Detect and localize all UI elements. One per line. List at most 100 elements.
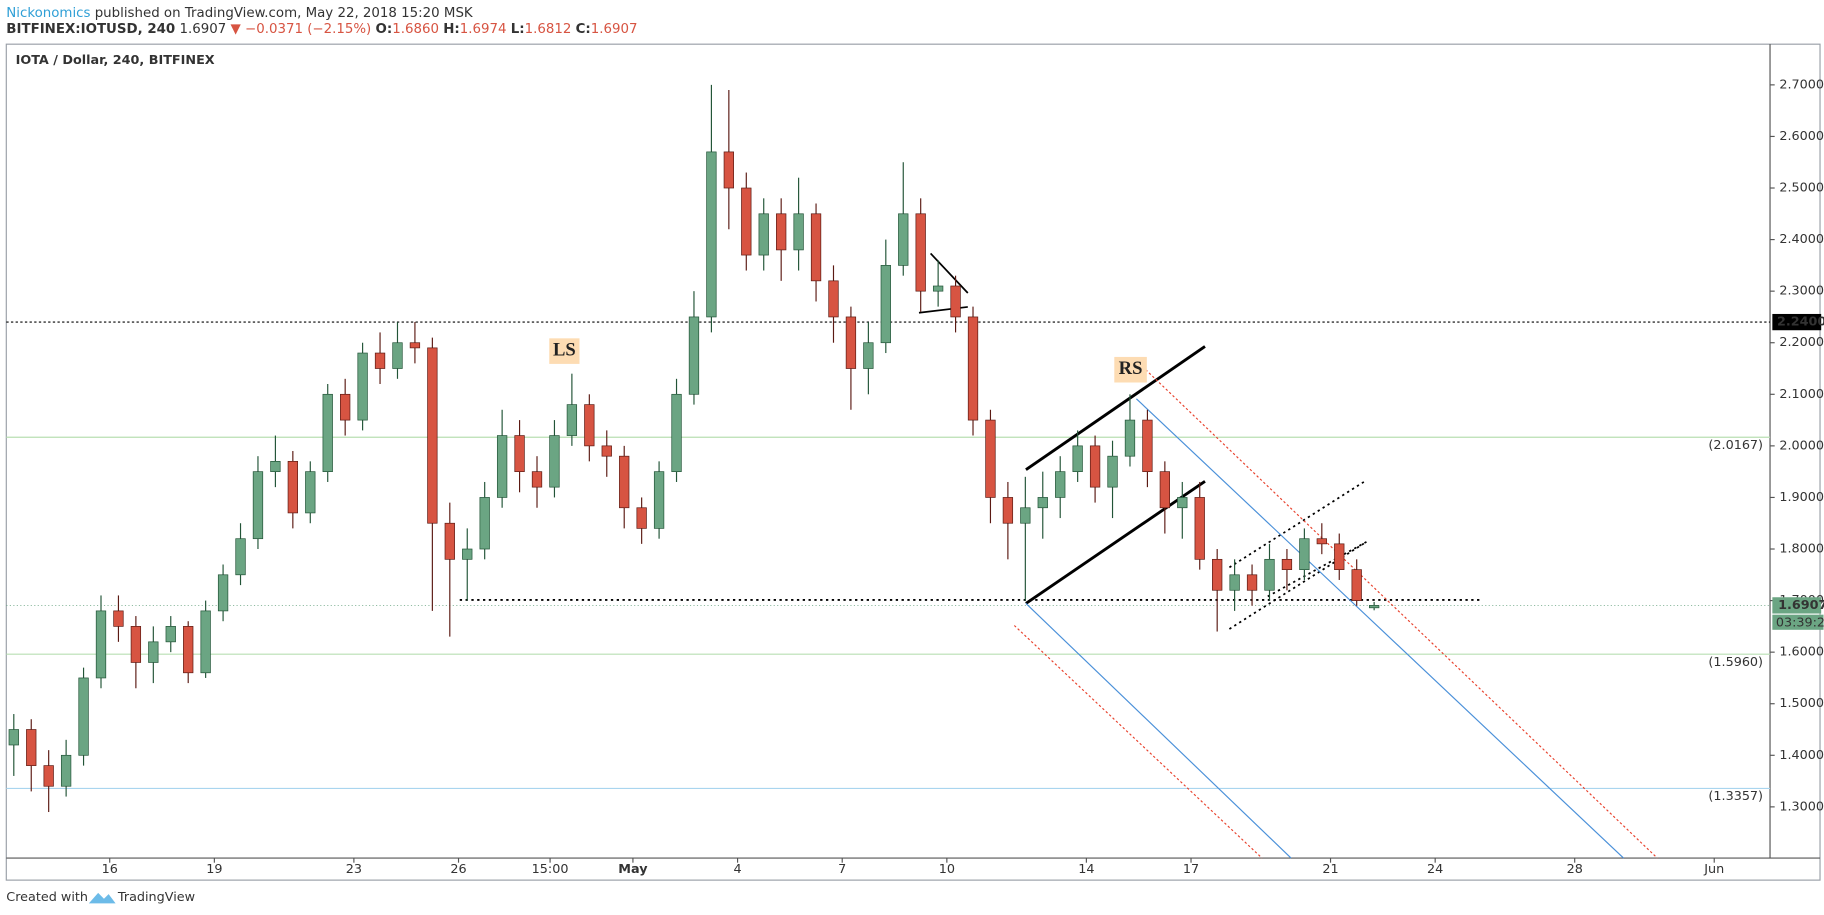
candle-body	[392, 342, 403, 369]
candle-body	[165, 626, 176, 643]
candle-body	[1055, 471, 1066, 498]
candle-body	[1264, 558, 1275, 591]
y-tick-label: 2.3000	[1779, 284, 1824, 299]
channel-line	[1025, 480, 1206, 605]
candle-body	[444, 522, 455, 560]
annotation-box	[549, 338, 580, 364]
ohlc-value: 1.6907	[591, 22, 638, 37]
level-label: 2.2400	[1777, 315, 1824, 330]
candle-body	[619, 455, 630, 509]
x-tick-label: 24	[1427, 862, 1443, 877]
candle-body	[741, 187, 752, 256]
y-tick-label: 2.2000	[1779, 335, 1824, 350]
candle-body	[1020, 507, 1031, 524]
x-tick-label: Jun	[1703, 862, 1724, 877]
last-price-label: 1.6907	[1778, 598, 1824, 613]
ohlc-value: 1.6812	[525, 22, 572, 37]
x-tick-label: 16	[102, 862, 118, 877]
candle-body	[1334, 543, 1345, 570]
candle-body	[427, 347, 438, 524]
level-label: (1.3357)	[1708, 789, 1763, 804]
candle-body	[584, 404, 595, 447]
ohlc-label: C:	[576, 22, 591, 37]
countdown-label: 03:39:20	[1776, 615, 1824, 630]
change: −0.0371 (−2.15%)	[245, 22, 371, 37]
candle-body	[776, 213, 787, 251]
x-tick-label: 17	[1183, 862, 1199, 877]
candle-body	[688, 316, 700, 395]
candle-body	[1159, 471, 1170, 509]
y-tick-label: 1.5000	[1779, 696, 1824, 711]
candle-body	[985, 419, 996, 498]
y-tick-label: 1.8000	[1779, 542, 1824, 557]
level-label: (2.0167)	[1708, 438, 1763, 453]
y-tick-label: 2.5000	[1779, 181, 1824, 196]
candle-body	[880, 265, 891, 344]
x-tick-label: 28	[1567, 862, 1583, 877]
x-tick-label: 21	[1322, 862, 1338, 877]
tradingview-logo	[88, 892, 116, 904]
candle-body	[549, 435, 560, 488]
candle-body	[932, 285, 944, 292]
candle-body	[1124, 419, 1136, 457]
footer-created: Created with	[6, 890, 88, 905]
symbol-line: BITFINEX:IOTUSD, 240 1.6907 ▼ −0.0371 (−…	[6, 22, 637, 37]
ohlc-value: 1.6974	[460, 22, 507, 37]
candles	[8, 84, 1380, 813]
candle-body	[1351, 569, 1362, 601]
target-line	[1025, 602, 1292, 859]
x-tick-label: 15:00	[532, 862, 569, 877]
footer-brand[interactable]: TradingView	[117, 890, 195, 905]
candle-body	[810, 213, 822, 282]
x-tick-label: 26	[450, 862, 466, 877]
ohlc-label: O:	[376, 22, 393, 37]
candle-body	[270, 460, 281, 473]
candle-body	[758, 213, 769, 256]
candle-body	[1368, 605, 1380, 609]
x-tick-label: May	[618, 862, 648, 877]
y-tick-label: 1.4000	[1779, 748, 1824, 763]
candle-body	[915, 213, 926, 292]
author[interactable]: Nickonomics	[6, 6, 90, 21]
countdown-box	[1772, 614, 1824, 630]
candle-body	[113, 610, 124, 627]
candle-body	[183, 626, 194, 674]
candle-body	[1246, 574, 1258, 591]
candle-body	[531, 471, 543, 488]
candle-body	[1299, 538, 1310, 570]
annotation: LS	[553, 339, 576, 360]
ohlc-label: L:	[511, 22, 525, 37]
candle-body	[1194, 497, 1205, 560]
level-label: (1.5960)	[1708, 655, 1763, 670]
candle-body	[496, 435, 508, 498]
candle-body	[60, 754, 72, 787]
chart-title: IOTA / Dollar, 240, BITFINEX	[16, 53, 215, 68]
y-tick-label: 2.0000	[1779, 438, 1824, 453]
candle-body	[1229, 574, 1240, 591]
candle-body	[357, 352, 368, 421]
candle-body	[898, 213, 909, 266]
candle-body	[1107, 455, 1118, 488]
ohlc-label: H:	[443, 22, 460, 37]
x-tick-label: 7	[838, 862, 846, 877]
publish-line: Nickonomics published on TradingView.com…	[6, 6, 474, 21]
y-tick-label: 2.1000	[1779, 387, 1824, 402]
x-tick-label: 4	[734, 862, 742, 877]
x-tick-label: 14	[1078, 862, 1094, 877]
candle-body	[252, 471, 264, 540]
candle-body	[950, 285, 961, 318]
candle-body	[828, 280, 839, 318]
pennant-line	[929, 252, 969, 294]
candle-body	[793, 213, 804, 251]
levels: (2.0167) (1.5960) (1.3357)	[6, 321, 1771, 804]
level-label-box	[1772, 313, 1822, 331]
annotation: RS	[1119, 358, 1143, 379]
candle-body	[148, 641, 159, 663]
published: published on TradingView.com, May 22, 20…	[95, 6, 474, 21]
x-tick-label: 23	[346, 862, 362, 877]
ohlc-value: 1.6860	[392, 22, 439, 37]
candle-body	[95, 610, 107, 679]
